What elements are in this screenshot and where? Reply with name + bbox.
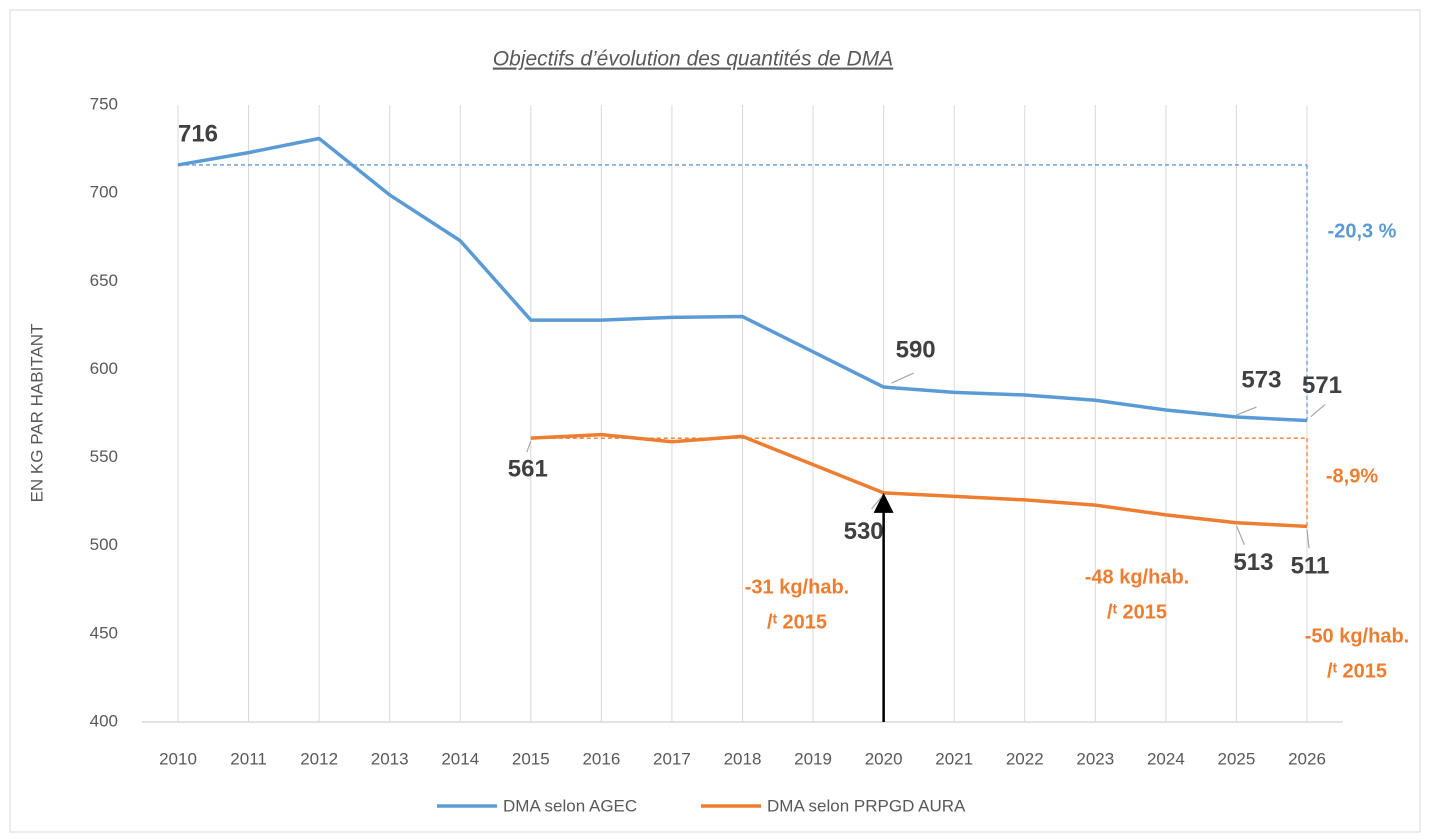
y-tick-label: 650	[90, 271, 118, 290]
y-tick-label: 400	[90, 711, 118, 730]
y-tick-label: 500	[90, 535, 118, 554]
y-tick-label: 550	[90, 447, 118, 466]
x-tick-label: 2025	[1218, 749, 1256, 768]
x-tick-label: 2013	[371, 749, 409, 768]
x-tick-label: 2018	[724, 749, 762, 768]
y-tick-label: 700	[90, 183, 118, 202]
leader-line	[526, 440, 532, 453]
x-tick-label: 2012	[300, 749, 338, 768]
leader-line	[1236, 406, 1257, 416]
data-label: 513	[1233, 549, 1273, 576]
x-tick-label: 2017	[653, 749, 691, 768]
annotation: /ᵗ 2015	[1327, 660, 1387, 682]
annotation: /ᵗ 2015	[767, 611, 827, 633]
series-line	[177, 136, 1308, 423]
data-label: 590	[896, 336, 936, 363]
legend-label: DMA selon AGEC	[503, 796, 637, 815]
data-label: 530	[844, 518, 884, 545]
x-tick-label: 2015	[512, 749, 550, 768]
data-label: 716	[178, 120, 218, 147]
series-line	[530, 432, 1308, 529]
chart-title: Objectifs d’évolution des quantités de D…	[493, 48, 893, 71]
annotation: -8,9%	[1326, 465, 1378, 487]
data-label: 571	[1302, 372, 1342, 399]
x-tick-label: 2020	[865, 749, 903, 768]
leader-line	[1310, 404, 1326, 418]
leader-line	[891, 372, 914, 384]
y-tick-label: 600	[90, 359, 118, 378]
annotation: /ᵗ 2015	[1107, 601, 1167, 623]
x-tick-label: 2014	[441, 749, 479, 768]
leader-line	[1235, 525, 1245, 546]
x-tick-label: 2024	[1147, 749, 1185, 768]
x-tick-label: 2021	[935, 749, 973, 768]
y-tick-label: 750	[90, 94, 118, 113]
x-tick-label: 2010	[159, 749, 197, 768]
annotation: -31 kg/hab.	[745, 576, 849, 598]
annotation: -48 kg/hab.	[1085, 566, 1189, 588]
x-tick-label: 2026	[1288, 749, 1326, 768]
x-tick-label: 2019	[794, 749, 832, 768]
annotation: -50 kg/hab.	[1305, 625, 1409, 647]
legend-label: DMA selon PRPGD AURA	[767, 796, 966, 815]
y-tick-label: 450	[90, 623, 118, 642]
data-label: 573	[1241, 366, 1281, 393]
chart-border	[9, 9, 1421, 833]
leader-line	[871, 496, 883, 510]
x-tick-label: 2016	[582, 749, 620, 768]
x-tick-label: 2011	[230, 749, 267, 768]
x-tick-label: 2022	[1006, 749, 1044, 768]
data-label: 511	[1291, 553, 1330, 580]
y-axis-label: EN KG PAR HABITANT	[27, 324, 46, 503]
data-label: 561	[508, 456, 548, 483]
x-tick-label: 2023	[1076, 749, 1114, 768]
annotation: -20,3 %	[1328, 220, 1397, 242]
leader-line	[1306, 529, 1310, 549]
